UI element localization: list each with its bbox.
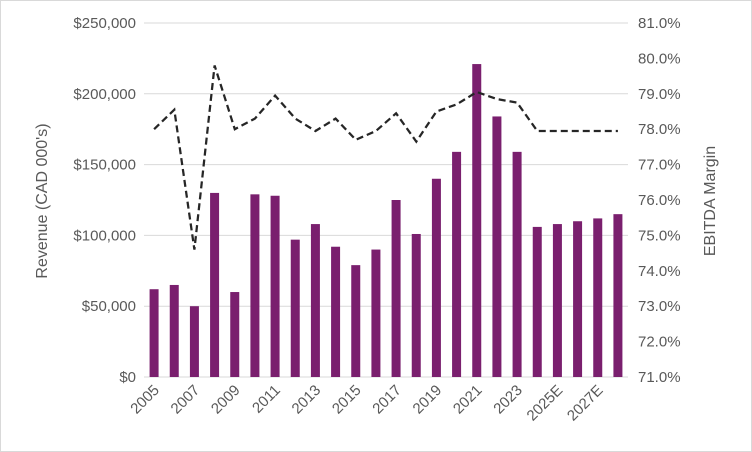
y2-tick-label: 73.0% (638, 298, 681, 315)
revenue-bar (411, 233, 421, 377)
revenue-bar (512, 151, 522, 377)
revenue-bar (189, 306, 199, 377)
right-axis-title: EBITDA Margin (702, 146, 719, 256)
revenue-bar (492, 116, 502, 378)
x-axis-ticks: 2005 2007 2009 2011 2013 2015 2017 2019 2021 2023… (127, 382, 606, 425)
revenue-bar (270, 195, 280, 377)
y2-tick-label: 75.0% (638, 227, 681, 244)
x-tick-label: 2015 (329, 382, 365, 418)
y-tick-label: $250,000 (73, 15, 136, 32)
revenue-bar (149, 289, 159, 377)
revenue-bar (472, 64, 482, 377)
y-tick-label: $150,000 (73, 157, 136, 174)
x-tick-label: 2021 (450, 382, 486, 418)
revenue-bar (331, 246, 341, 377)
revenue-bar (310, 224, 320, 377)
left-axis-ticks: $0 $50,000 $100,000 $150,000 $200,000 $250,00… (73, 15, 136, 386)
x-tick-label: 2007 (168, 382, 204, 418)
revenue-bar (169, 284, 179, 377)
x-tick-label: 2019 (410, 382, 446, 418)
revenue-bar (593, 218, 603, 377)
y-tick-label: $200,000 (73, 86, 136, 103)
revenue-bar (452, 151, 462, 377)
x-tick-label: 2017 (369, 382, 405, 418)
x-tick-label: 2023 (490, 382, 526, 418)
y2-tick-label: 72.0% (638, 334, 681, 351)
revenue-bar (250, 194, 260, 377)
x-tick-label: 2025E (524, 382, 567, 425)
gridlines (144, 22, 628, 378)
y2-tick-label: 79.0% (638, 86, 681, 103)
revenue-bar (613, 214, 623, 377)
y-tick-label: $50,000 (82, 298, 136, 315)
revenue-bar (351, 265, 361, 377)
y2-tick-label: 81.0% (638, 15, 681, 32)
left-axis-title: Revenue (CAD 000's) (34, 123, 51, 278)
y2-tick-label: 78.0% (638, 121, 681, 138)
revenue-bar (210, 192, 220, 377)
y2-tick-label: 74.0% (638, 263, 681, 280)
ebitda-margin-line (153, 65, 618, 250)
revenue-bar (532, 226, 542, 377)
x-tick-label: 2011 (249, 382, 284, 417)
x-tick-label: 2027E (564, 382, 607, 425)
revenue-bar (573, 221, 583, 377)
y-tick-label: $100,000 (73, 227, 136, 244)
y2-tick-label: 76.0% (638, 192, 681, 209)
ebitda-margin-series (153, 65, 618, 250)
revenue-bar (391, 200, 401, 377)
revenue-bar (290, 239, 300, 377)
revenue-bar (431, 178, 441, 377)
revenue-bar (230, 292, 240, 377)
y-tick-label: $0 (119, 369, 136, 386)
revenue-bar (371, 249, 381, 377)
y2-tick-label: 80.0% (638, 50, 681, 67)
right-axis-ticks: 71.0% 72.0% 73.0% 74.0% 75.0% 76.0% 77.0% 78.0%… (638, 15, 681, 386)
revenue-bar (552, 224, 562, 377)
y2-tick-label: 77.0% (638, 157, 681, 174)
revenue-bars (149, 64, 623, 378)
x-tick-label: 2009 (208, 382, 244, 418)
y2-tick-label: 71.0% (638, 369, 681, 386)
x-tick-label: 2013 (289, 382, 325, 418)
x-tick-label: 2005 (127, 382, 163, 418)
